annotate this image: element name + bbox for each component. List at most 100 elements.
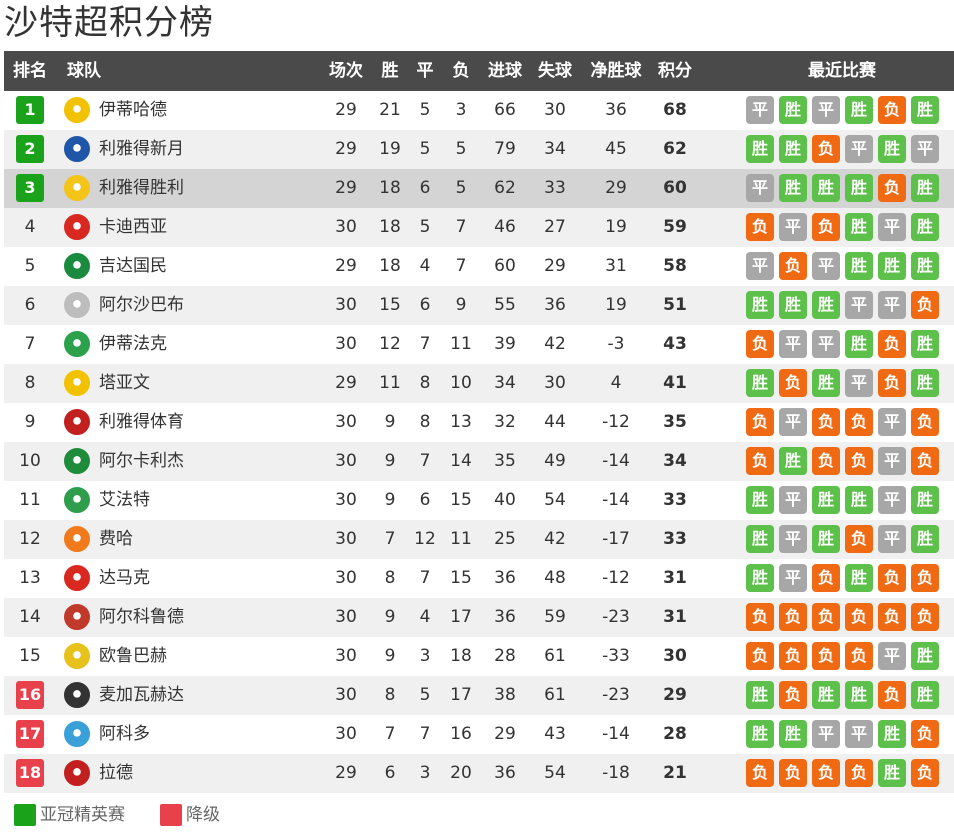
table-row[interactable]: 16 麦加瓦赫达 30 8 5 17 38 61 -23 29 胜负胜胜负胜 xyxy=(4,676,954,715)
team-name[interactable]: 利雅得体育 xyxy=(99,412,184,432)
win-cell: 18 xyxy=(379,217,401,237)
team-name[interactable]: 艾法特 xyxy=(99,490,150,510)
rank-cell: 4 xyxy=(4,208,56,247)
form-draw-chip: 平 xyxy=(845,291,873,319)
gf-cell: 38 xyxy=(494,685,516,705)
ga-cell: 36 xyxy=(544,295,566,315)
header-gd: 净胜球 xyxy=(590,61,642,81)
team-name[interactable]: 利雅得新月 xyxy=(99,139,184,159)
win-cell: 21 xyxy=(379,100,401,120)
logo-cell xyxy=(62,598,92,637)
ga-cell: 29 xyxy=(544,256,566,276)
team-name[interactable]: 麦加瓦赫达 xyxy=(99,685,184,705)
table-row[interactable]: 4 卡迪西亚 30 18 5 7 46 27 19 59 负平负胜平胜 xyxy=(4,208,954,247)
form-loss-chip: 负 xyxy=(878,564,906,592)
form-loss-chip: 负 xyxy=(812,447,840,475)
team-name[interactable]: 达马克 xyxy=(99,568,150,588)
team-name[interactable]: 欧鲁巴赫 xyxy=(99,646,167,666)
form-win-chip: 胜 xyxy=(878,720,906,748)
form-win-chip: 胜 xyxy=(779,174,807,202)
pts-cell: 29 xyxy=(663,685,687,705)
team-name[interactable]: 费哈 xyxy=(99,529,133,549)
team-name[interactable]: 伊蒂哈德 xyxy=(99,100,167,120)
logo-cell xyxy=(62,286,92,325)
loss-cell: 20 xyxy=(450,763,472,783)
gd-cell: -18 xyxy=(602,763,630,783)
team-name[interactable]: 卡迪西亚 xyxy=(99,217,167,237)
form-loss-chip: 负 xyxy=(812,135,840,163)
logo-cell xyxy=(62,559,92,598)
rank-badge-acl: 1 xyxy=(16,96,44,124)
rank-number: 4 xyxy=(24,217,36,237)
table-row[interactable]: 17 阿科多 30 7 7 16 29 43 -14 28 胜胜平平胜负 xyxy=(4,715,954,754)
team-name[interactable]: 阿科多 xyxy=(99,724,150,744)
team-name[interactable]: 利雅得胜利 xyxy=(99,178,184,198)
team-name[interactable]: 拉德 xyxy=(99,763,133,783)
gd-cell: -17 xyxy=(602,529,630,549)
table-row[interactable]: 18 拉德 29 6 3 20 36 54 -18 21 负负负负胜负 xyxy=(4,754,954,793)
recent-form: 负胜负负平负 xyxy=(742,442,942,481)
form-win-chip: 胜 xyxy=(812,681,840,709)
team-name[interactable]: 阿尔沙巴布 xyxy=(99,295,184,315)
loss-cell: 9 xyxy=(455,295,467,315)
form-win-chip: 胜 xyxy=(911,330,939,358)
gd-cell: 19 xyxy=(605,217,627,237)
rank-number: 13 xyxy=(19,568,41,588)
table-row[interactable]: 7 伊蒂法克 30 12 7 11 39 42 -3 43 负平平胜负胜 xyxy=(4,325,954,364)
ga-cell: 61 xyxy=(544,685,566,705)
form-draw-chip: 平 xyxy=(779,564,807,592)
draw-cell: 12 xyxy=(414,529,436,549)
form-loss-chip: 负 xyxy=(878,174,906,202)
table-row[interactable]: 12 费哈 30 7 12 11 25 42 -17 33 胜平胜负平胜 xyxy=(4,520,954,559)
pts-cell: 51 xyxy=(663,295,687,315)
draw-cell: 5 xyxy=(419,217,431,237)
form-loss-chip: 负 xyxy=(812,603,840,631)
rank-number: 10 xyxy=(19,451,41,471)
gd-cell: 45 xyxy=(605,139,627,159)
header-gf: 进球 xyxy=(488,61,522,81)
table-row[interactable]: 8 塔亚文 29 11 8 10 34 30 4 41 胜负胜平负胜 xyxy=(4,364,954,403)
played-cell: 30 xyxy=(335,490,357,510)
rank-number: 14 xyxy=(19,607,41,627)
form-win-chip: 胜 xyxy=(878,135,906,163)
table-row[interactable]: 13 达马克 30 8 7 15 36 48 -12 31 胜平负胜负负 xyxy=(4,559,954,598)
table-row[interactable]: 14 阿尔科鲁德 30 9 4 17 36 59 -23 31 负负负负负负 xyxy=(4,598,954,637)
played-cell: 30 xyxy=(335,685,357,705)
team-name[interactable]: 阿尔卡利杰 xyxy=(99,451,184,471)
table-row[interactable]: 10 阿尔卡利杰 30 9 7 14 35 49 -14 34 负胜负负平负 xyxy=(4,442,954,481)
orobah-logo xyxy=(64,604,90,630)
rank-cell: 11 xyxy=(4,481,56,520)
team-name[interactable]: 伊蒂法克 xyxy=(99,334,167,354)
team-name[interactable]: 塔亚文 xyxy=(99,373,150,393)
table-row[interactable]: 2 利雅得新月 29 19 5 5 79 34 45 62 胜胜负平胜平 xyxy=(4,130,954,169)
logo-cell xyxy=(62,403,92,442)
draw-cell: 4 xyxy=(419,256,431,276)
table-row[interactable]: 11 艾法特 30 9 6 15 40 54 -14 33 胜平胜胜平胜 xyxy=(4,481,954,520)
rank-number: 11 xyxy=(19,490,41,510)
gf-cell: 46 xyxy=(494,217,516,237)
loss-cell: 17 xyxy=(450,685,472,705)
table-row[interactable]: 9 利雅得体育 30 9 8 13 32 44 -12 35 负平负负平负 xyxy=(4,403,954,442)
table-row[interactable]: 1 伊蒂哈德 29 21 5 3 66 30 36 68 平胜平胜负胜 xyxy=(4,91,954,130)
raed-logo xyxy=(64,760,90,786)
gf-cell: 62 xyxy=(494,178,516,198)
recent-form: 胜胜负平胜平 xyxy=(742,130,942,169)
form-win-chip: 胜 xyxy=(845,174,873,202)
damac-logo xyxy=(64,565,90,591)
team-name[interactable]: 吉达国民 xyxy=(99,256,167,276)
played-cell: 30 xyxy=(335,412,357,432)
form-loss-chip: 负 xyxy=(845,603,873,631)
pts-cell: 43 xyxy=(663,334,687,354)
form-loss-chip: 负 xyxy=(911,720,939,748)
win-cell: 11 xyxy=(379,373,401,393)
table-row[interactable]: 15 欧鲁巴赫 30 9 3 18 28 61 -33 30 负负负负平胜 xyxy=(4,637,954,676)
table-row[interactable]: 3 利雅得胜利 29 18 6 5 62 33 29 60 平胜胜胜负胜 xyxy=(4,169,954,208)
team-name[interactable]: 阿尔科鲁德 xyxy=(99,607,184,627)
form-loss-chip: 负 xyxy=(779,603,807,631)
table-row[interactable]: 6 阿尔沙巴布 30 15 6 9 55 36 19 51 胜胜胜平平负 xyxy=(4,286,954,325)
table-row[interactable]: 5 吉达国民 29 18 4 7 60 29 31 58 平负平胜胜胜 xyxy=(4,247,954,286)
loss-cell: 13 xyxy=(450,412,472,432)
recent-form: 平胜胜胜负胜 xyxy=(742,169,942,208)
loss-cell: 11 xyxy=(450,334,472,354)
form-win-chip: 胜 xyxy=(845,486,873,514)
